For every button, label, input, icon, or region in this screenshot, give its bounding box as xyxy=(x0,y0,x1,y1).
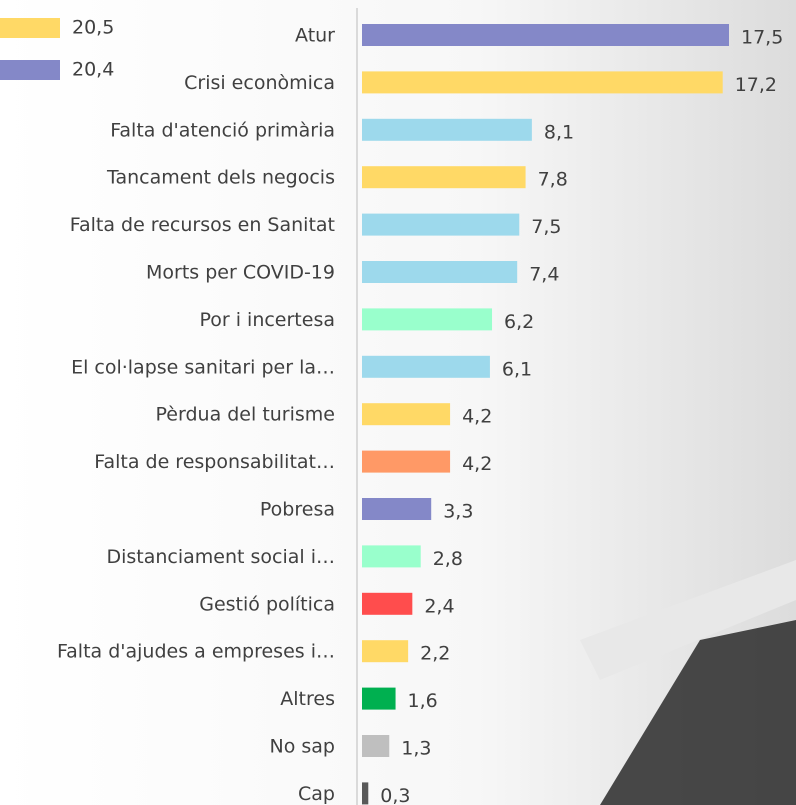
bar xyxy=(362,308,492,330)
legend-label: 20,5 xyxy=(72,17,114,39)
value-label: 2,8 xyxy=(433,548,463,570)
value-label: 4,2 xyxy=(462,406,492,428)
bar xyxy=(362,214,519,236)
value-label: 4,2 xyxy=(462,453,492,475)
bar xyxy=(362,498,431,520)
category-label: Falta d'ajudes a empreses i… xyxy=(57,641,335,663)
category-label: Falta d'atenció primària xyxy=(110,119,335,141)
value-label: 8,1 xyxy=(544,121,574,143)
category-label: Tancament dels negocis xyxy=(106,167,335,189)
value-label: 2,4 xyxy=(424,595,454,617)
value-label: 7,8 xyxy=(538,169,568,191)
category-label: Pobresa xyxy=(260,499,335,521)
bar xyxy=(362,119,532,141)
value-label: 17,2 xyxy=(735,74,777,96)
category-label: Gestió política xyxy=(199,593,335,615)
category-label: Distanciament social i… xyxy=(106,546,335,568)
bar xyxy=(362,640,408,662)
category-label: Altres xyxy=(280,688,335,710)
bar xyxy=(362,261,517,283)
bar xyxy=(362,688,396,710)
value-label: 1,3 xyxy=(401,738,431,760)
value-label: 7,5 xyxy=(531,216,561,238)
bar xyxy=(362,166,526,188)
value-label: 17,5 xyxy=(741,27,783,49)
bar xyxy=(362,782,368,804)
category-label: Por i incertesa xyxy=(199,309,335,331)
category-label: Pèrdua del turisme xyxy=(156,404,335,426)
bar xyxy=(362,356,490,378)
category-label: Morts per COVID-19 xyxy=(146,262,335,284)
value-label: 6,1 xyxy=(502,358,532,380)
category-label: Atur xyxy=(295,25,335,47)
category-label: No sap xyxy=(270,736,335,758)
bar xyxy=(362,545,421,567)
value-label: 2,2 xyxy=(420,643,450,665)
value-label: 6,2 xyxy=(504,311,534,333)
bar xyxy=(362,451,450,473)
value-label: 7,4 xyxy=(529,264,559,286)
value-label: 3,3 xyxy=(443,501,473,523)
category-label: Crisi econòmica xyxy=(184,72,335,94)
legend-swatch xyxy=(0,60,60,80)
category-label: Cap xyxy=(298,783,335,805)
category-label: El col·lapse sanitari per la… xyxy=(71,356,335,378)
bar xyxy=(362,735,389,757)
bar xyxy=(362,71,723,93)
page: 20,5 20,4 Atur 17,5 Crisi econòmica 17,2 Falta… xyxy=(0,0,796,805)
chart: 20,5 20,4 Atur 17,5 Crisi econòmica 17,2 Falta… xyxy=(0,0,796,805)
category-label: Falta de responsabilitat… xyxy=(94,451,335,473)
legend-swatch xyxy=(0,18,60,38)
bar xyxy=(362,24,729,46)
bar xyxy=(362,593,412,615)
category-label: Falta de recursos en Sanitat xyxy=(70,214,335,236)
legend-label: 20,4 xyxy=(72,59,114,81)
value-label: 1,6 xyxy=(408,690,438,712)
bar xyxy=(362,403,450,425)
value-label: 0,3 xyxy=(380,785,410,805)
